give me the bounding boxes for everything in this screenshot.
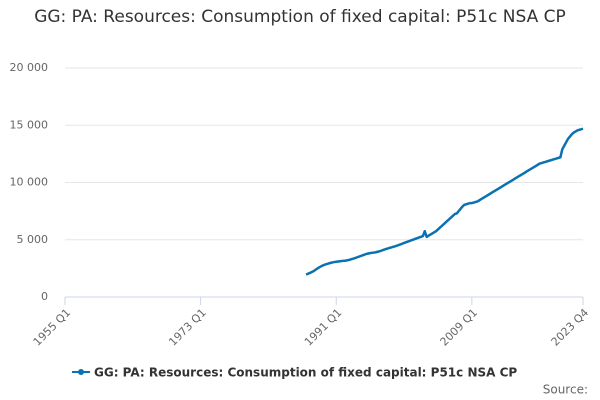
y-tick-label: 15 000	[10, 118, 49, 131]
source: Source:	[543, 383, 588, 397]
y-tick-label: 5 000	[17, 233, 49, 246]
legend-label: GG: PA: Resources: Consumption of fixed …	[94, 366, 517, 380]
x-tick-label: 2009 Q1	[438, 306, 481, 349]
x-tick-label: 1973 Q1	[166, 306, 209, 349]
y-tick-label: 20 000	[10, 61, 49, 74]
y-tick-label: 10 000	[10, 176, 49, 189]
x-tick-label: 1991 Q1	[302, 306, 345, 349]
x-tick-label: 2023 Q4	[549, 306, 592, 349]
data-line	[305, 127, 584, 276]
x-tick-label: 1955 Q1	[31, 306, 74, 349]
legend-marker	[78, 369, 84, 375]
chart-title: GG: PA: Resources: Consumption of fixed …	[34, 7, 566, 27]
y-tick-label: 0	[41, 290, 48, 303]
